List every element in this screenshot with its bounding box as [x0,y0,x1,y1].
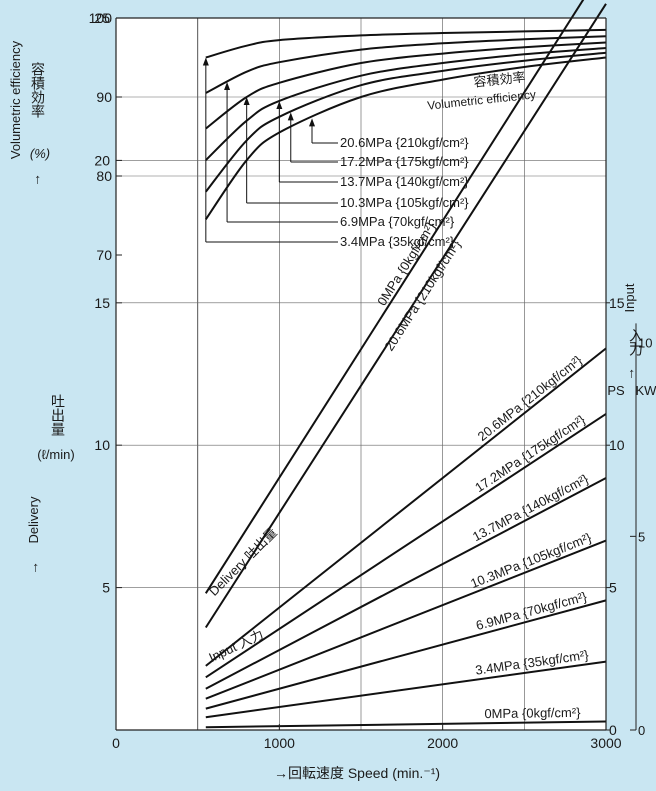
input-line [205,599,607,710]
input-line [205,413,607,679]
x-tick-label: 0 [112,735,120,751]
x-tick-label: 3000 [590,735,621,751]
volumetric-series-label: 10.3MPa {105kgf/cm²} [340,195,469,210]
input-line [205,539,607,700]
x-axis-title: →回転速度 Speed (min.⁻¹) [274,765,440,781]
volumetric-series-label: 3.4MPa {35kgf/cm²} [340,234,455,249]
volumetric-group-label-ja: 容積効率 [473,69,526,89]
volumetric-unit: (%) [30,146,50,161]
input-label-en: Input [622,283,637,312]
volumetric-arrowhead [276,100,283,109]
ps-tick-label: 10 [609,437,625,453]
volumetric-label-en: Volumetric efficiency [8,40,23,159]
x-tick-label: 2000 [427,735,458,751]
delivery-unit: (ℓ/min) [37,447,74,462]
volumetric-arrowhead [309,118,315,127]
volumetric-arrowhead [243,97,250,105]
input-series-label: 0MPa {0kgf/cm²} [484,705,581,721]
delivery-tick-label: 25 [94,10,110,26]
volumetric-axis-title: Volumetric efficiency 容積効率 (%) → [8,40,50,187]
delivery-tick-label: 20 [94,152,110,168]
input-line [205,720,607,729]
ps-tick-label: 5 [609,580,617,596]
delivery-line [204,0,585,594]
volumetric-label-ja: 容積効率 [30,61,46,118]
volumetric-series-label: 17.2MPa {175kgf/cm²} [340,154,469,169]
input-line [205,660,607,719]
volumetric-tick-label: 90 [96,89,112,105]
delivery-label-en: Delivery [26,496,41,543]
volumetric-tick-label: 100 [89,10,113,26]
ps-tick-label: 15 [609,295,625,311]
volumetric-efficiency-line [205,28,607,59]
delivery-axis-title: 吐出量 (ℓ/min) Delivery → [25,394,75,575]
ps-axis-label: PS [607,383,625,398]
volumetric-series-label: 13.7MPa {140kgf/cm²} [340,174,469,189]
delivery-line [204,3,607,629]
x-tick-label: 1000 [264,735,295,751]
volumetric-tick-label: 70 [96,247,112,263]
delivery-tick-label: 5 [102,580,110,596]
input-axis-title: Input 入力 → PS KW [607,283,656,398]
volumetric-efficiency-line [205,47,607,161]
input-line [205,477,607,690]
delivery-tick-label: 15 [94,295,110,311]
volumetric-series-label: 20.6MPa {210kgf/cm²} [340,135,469,150]
volumetric-arrow: → [27,173,43,187]
input-label-ja: 入力 [628,328,644,357]
input-line [205,347,607,667]
delivery-arrow: → [25,561,41,575]
volumetric-arrowhead [287,112,294,121]
volumetric-efficiency-line [205,35,607,94]
volumetric-efficiency-line [205,41,607,130]
kw-tick-label: 0 [638,723,645,738]
volumetric-tick-label: 80 [96,168,112,184]
kw-axis-label: KW [636,383,656,398]
delivery-label-ja: 吐出量 [50,394,66,436]
input-arrow: → [621,367,637,381]
volumetric-arrowhead [202,57,209,66]
axes: 0 1000 2000 3000 70 80 90 100 5 10 15 20 25 0 5 10 15 0 5 1… [89,10,653,751]
ps-tick-label: 0 [609,722,617,738]
volumetric-arrowhead [224,81,231,90]
delivery-tick-label: 10 [94,437,110,453]
kw-tick-label: 10 [638,336,652,351]
curves [204,0,607,729]
kw-tick-label: 5 [638,529,645,544]
volumetric-series-label: 6.9MPa {70kgf/cm²} [340,214,455,229]
